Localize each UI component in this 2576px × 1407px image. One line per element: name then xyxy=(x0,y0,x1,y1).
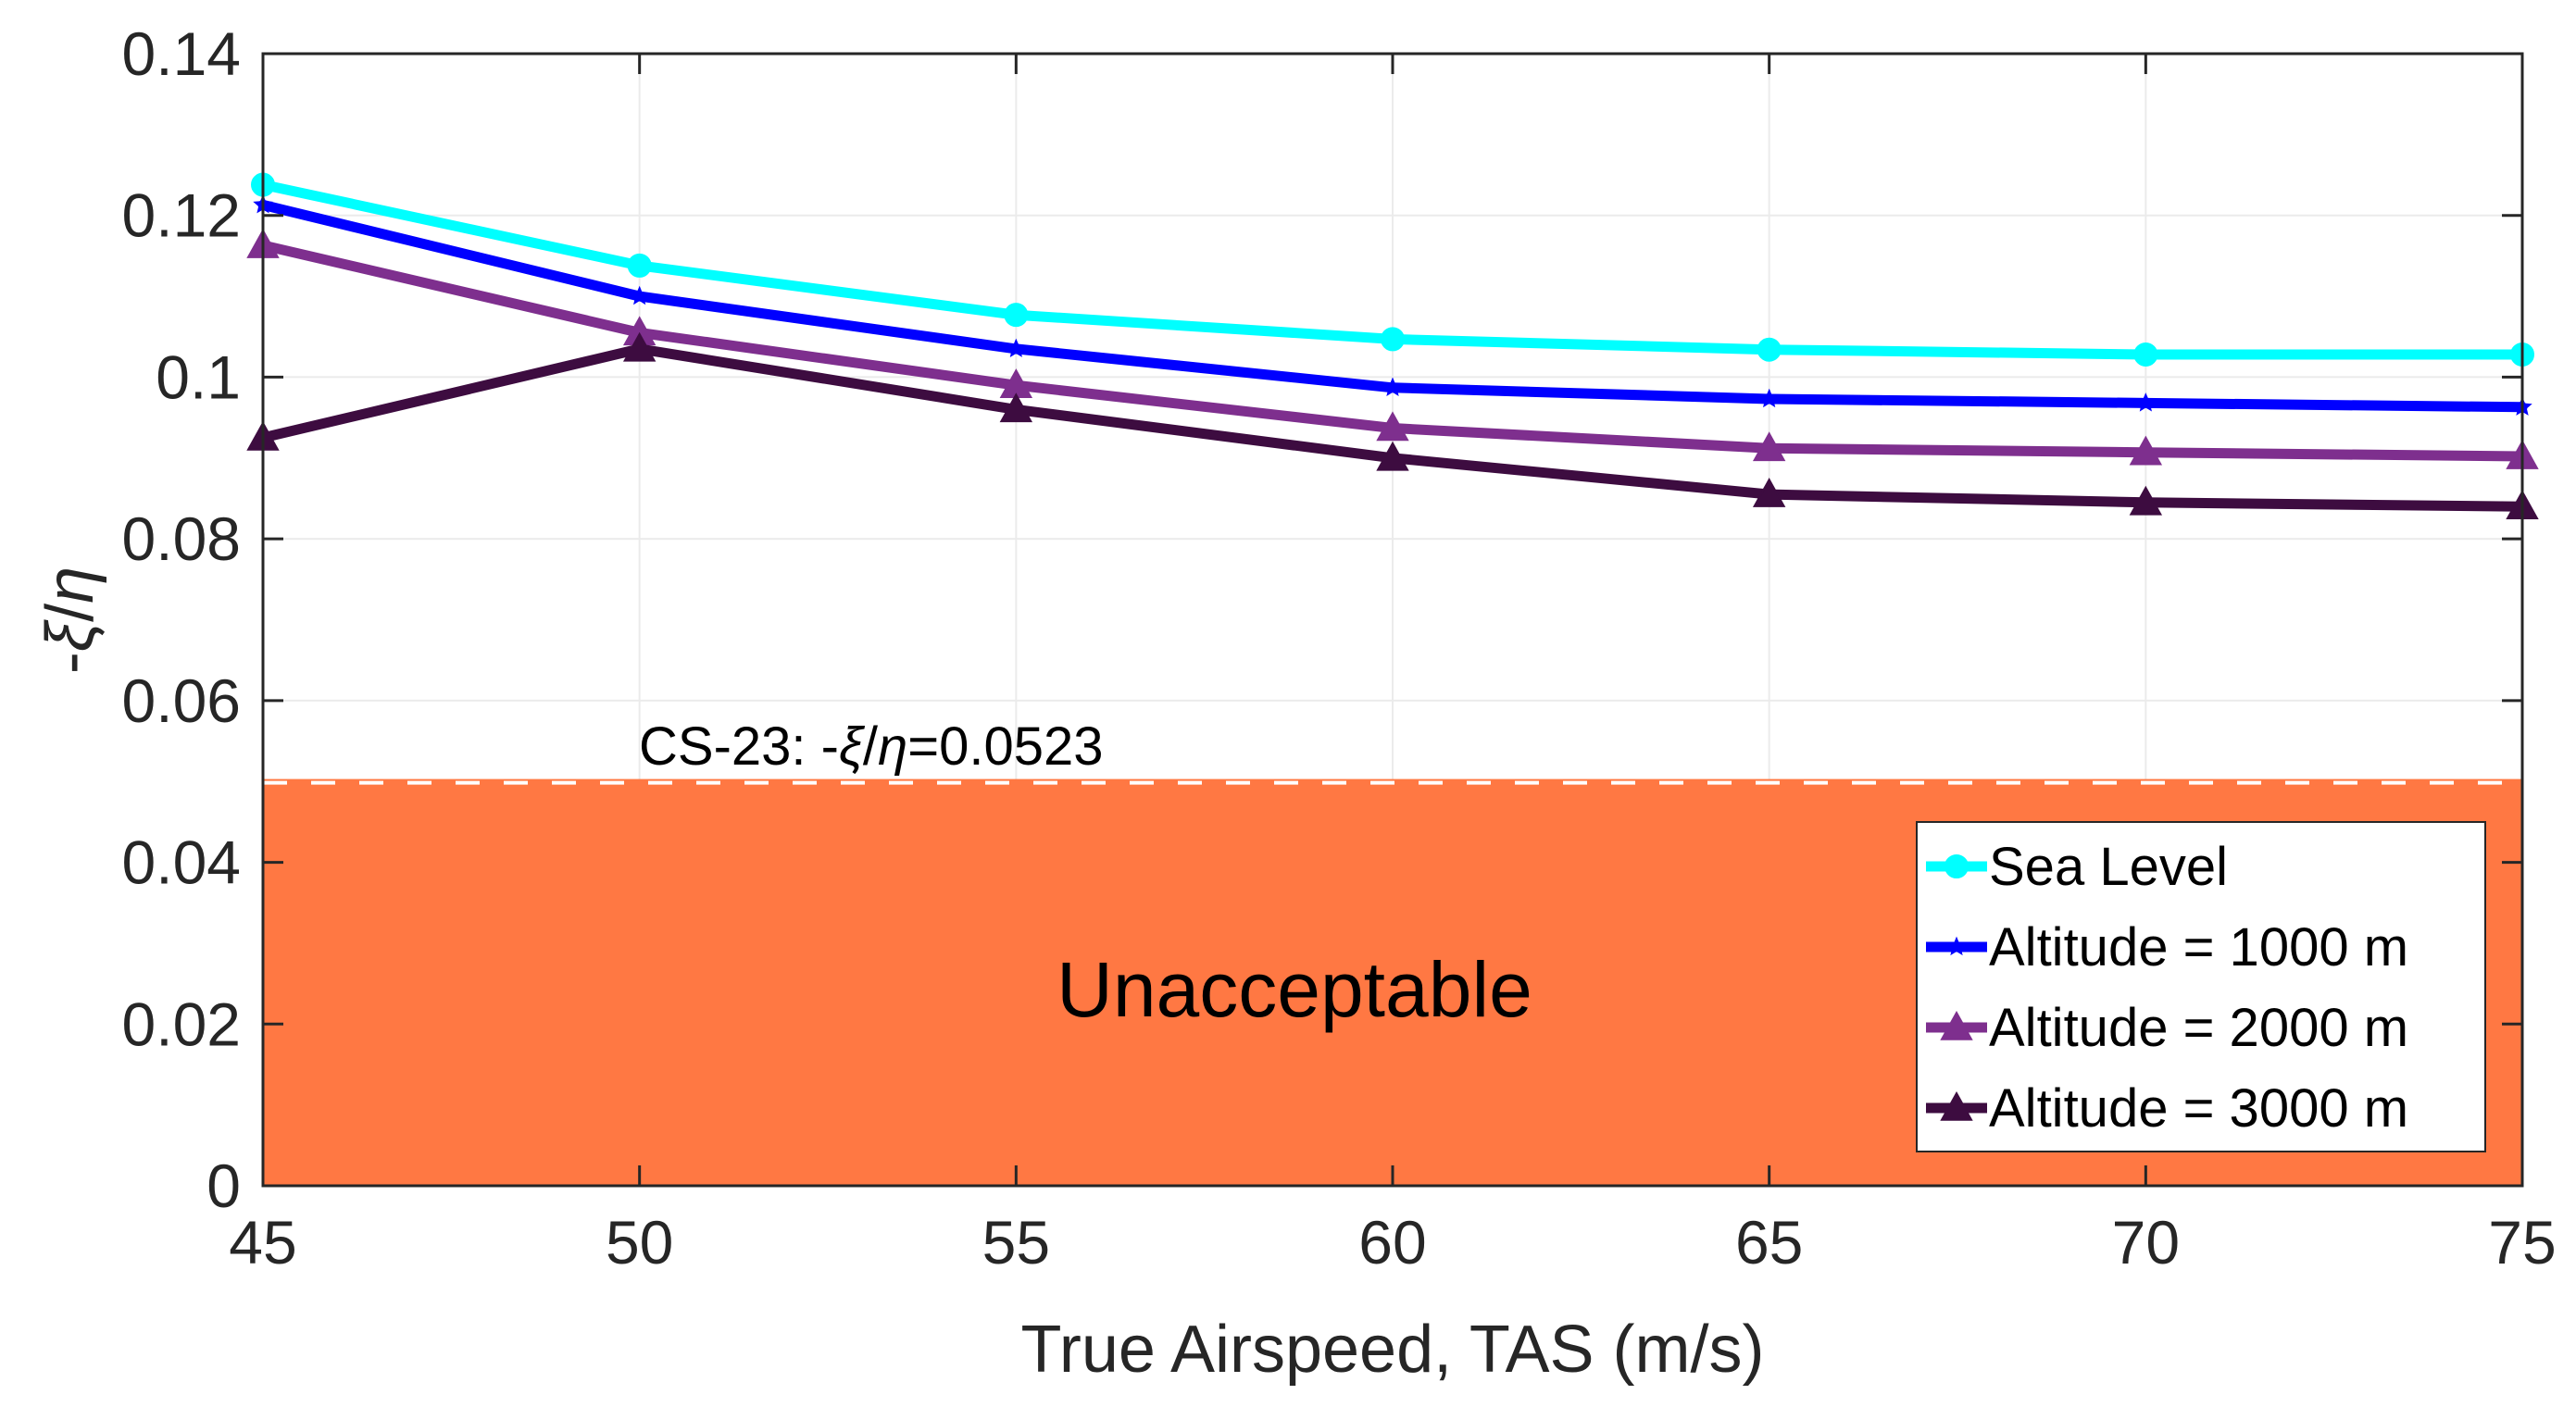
data-point xyxy=(2129,435,2163,466)
data-point xyxy=(1758,388,1780,408)
legend-swatch-marker xyxy=(1940,1090,1973,1121)
y-axis-title: -ξ/η xyxy=(33,567,107,674)
data-point xyxy=(999,392,1033,423)
y-tick-label: 0 xyxy=(206,1152,241,1220)
data-point xyxy=(1752,431,1786,462)
data-point xyxy=(2133,342,2158,367)
data-point xyxy=(627,253,652,278)
legend-label: Altitude = 2000 m xyxy=(1989,998,2408,1058)
region-label: Unacceptable xyxy=(1057,946,1532,1033)
y-tick-label: 0.14 xyxy=(122,19,241,88)
y-tick-label: 0.12 xyxy=(122,181,241,250)
annotation-threshold: CS-23: -ξ/η=0.0523 xyxy=(639,716,1103,777)
x-tick-label: 60 xyxy=(1358,1208,1426,1276)
x-axis-title: True Airspeed, TAS (m/s) xyxy=(1021,1313,1765,1387)
legend-label: Altitude = 1000 m xyxy=(1989,917,2408,977)
x-tick-label: 75 xyxy=(2488,1208,2556,1276)
x-tick-label: 70 xyxy=(2112,1208,2180,1276)
legend-label: Sea Level xyxy=(1989,837,2228,897)
y-tick-label: 0.1 xyxy=(156,342,241,411)
axis-ticks: 45 50 55 60 65 70 75 0 0.02 0.04 0.06 0.08 0.1 0.12 0.… xyxy=(122,19,2557,1276)
data-point xyxy=(1752,478,1786,507)
legend: Sea Level Altitude = 1000 m Altitude = 200… xyxy=(1916,821,2486,1152)
data-point xyxy=(1006,338,1027,357)
x-tick-label: 45 xyxy=(229,1208,296,1276)
y-tick-label: 0.02 xyxy=(122,990,241,1058)
data-point xyxy=(1376,441,1409,471)
data-point xyxy=(2135,392,2157,412)
x-tick-label: 55 xyxy=(982,1208,1050,1276)
data-point xyxy=(1382,377,1403,396)
y-tick-label: 0.06 xyxy=(122,666,241,735)
series-4 xyxy=(246,331,2539,519)
data-point xyxy=(622,331,657,362)
x-tick-label: 65 xyxy=(1735,1208,1803,1276)
legend-swatch-marker xyxy=(1946,936,1967,956)
data-point xyxy=(629,285,650,305)
y-tick-label: 0.04 xyxy=(122,828,241,897)
data-point xyxy=(1376,411,1409,442)
y-tick-label: 0.08 xyxy=(122,504,241,573)
data-point xyxy=(1381,327,1405,352)
legend-swatch-marker xyxy=(1945,854,1969,878)
data-point xyxy=(2129,485,2163,516)
legend-swatch-marker xyxy=(1940,1010,1973,1040)
x-tick-label: 50 xyxy=(606,1208,673,1276)
data-point xyxy=(1757,337,1782,362)
legend-box xyxy=(1916,821,2486,1152)
data-point xyxy=(1004,303,1029,328)
legend-label: Altitude = 3000 m xyxy=(1989,1078,2408,1139)
